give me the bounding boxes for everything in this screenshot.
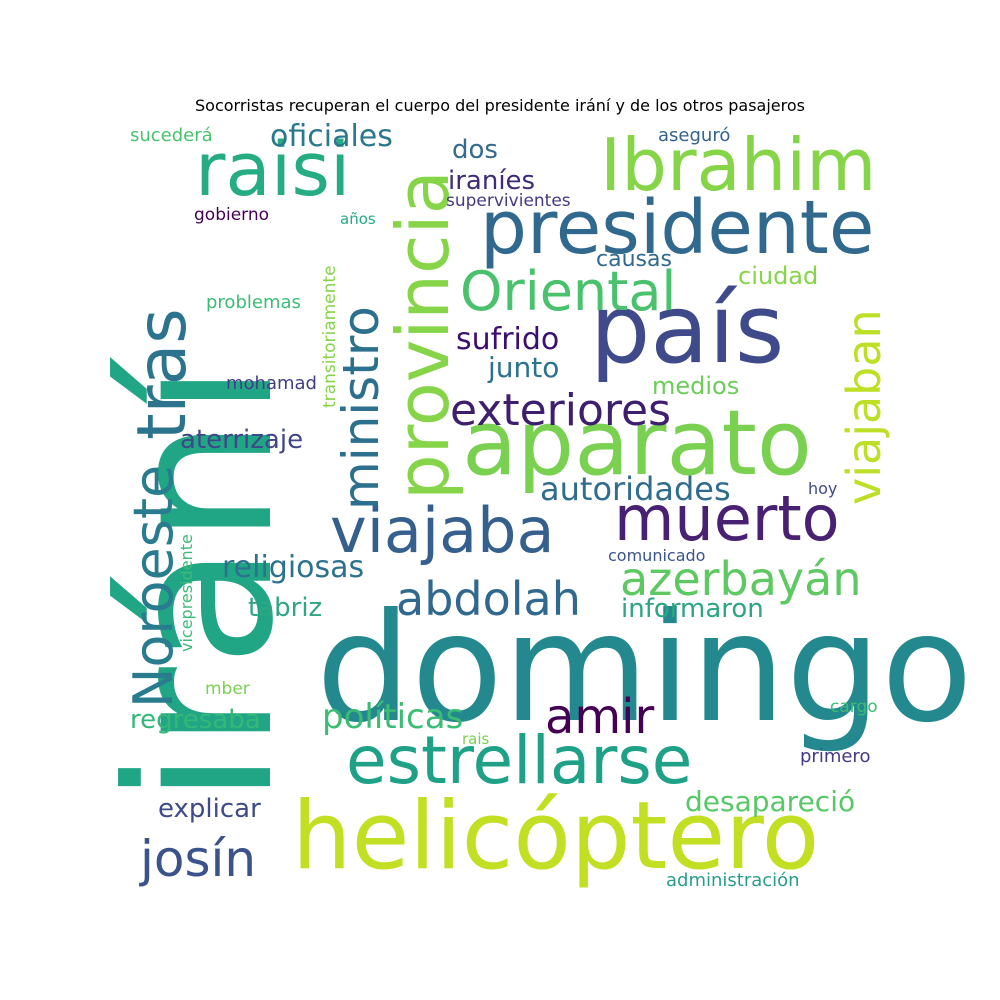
word-sufrido: sufrido	[456, 322, 559, 357]
word-medios: medios	[652, 372, 739, 400]
word-primero: primero	[800, 746, 870, 767]
word-domingo: domingo	[316, 582, 973, 756]
word-regresaba: regresaba	[130, 705, 261, 735]
word-estrellarse: estrellarse	[346, 722, 692, 799]
word-informaron: informaron	[621, 594, 764, 624]
word-tabriz: tabriz	[248, 593, 322, 623]
word-provincia: provincia	[381, 170, 465, 500]
word-muerto: muerto	[614, 482, 840, 555]
word-viajaban: viajaban	[837, 309, 891, 505]
word-sucedera: sucederá	[130, 125, 213, 146]
chart-title: Socorristas recuperan el cuerpo del pres…	[195, 96, 805, 115]
word-mohamad: mohamad	[226, 373, 317, 394]
word-viajaba: viajaba	[330, 494, 554, 567]
word-administracion: administración	[666, 870, 800, 891]
word-rais: rais	[462, 730, 490, 748]
word-problemas: problemas	[206, 292, 301, 313]
word-religiosas: religiosas	[222, 550, 364, 585]
word-ciudad: ciudad	[738, 262, 818, 290]
word-aterrizaje: aterrizaje	[180, 425, 303, 455]
word-dos: dos	[452, 135, 498, 165]
word-vicepresidente: vicepresidente	[177, 534, 196, 652]
word-exteriores: exteriores	[450, 385, 671, 436]
word-supervivientes: supervivientes	[446, 191, 571, 211]
word-noroeste: Noroeste	[122, 465, 185, 708]
word-autoridades: autoridades	[540, 470, 731, 508]
word-transitoriamente: transitoriamente	[320, 265, 340, 408]
word-mber: mber	[205, 679, 250, 699]
word-politicas: políticas	[322, 697, 463, 737]
word-amir: amir	[545, 689, 655, 745]
word-presidente: presidente	[480, 185, 874, 271]
word-junto: junto	[487, 351, 559, 384]
word-gobierno: gobierno	[194, 205, 269, 225]
word-tras: tras	[123, 308, 202, 440]
word-cargo: cargo	[830, 697, 878, 717]
word-aseguro: aseguró	[658, 125, 730, 146]
word-comunicado: comunicado	[608, 546, 705, 565]
word-helicoptero: helicóptero	[292, 782, 819, 891]
word-raisi: raisi	[195, 127, 350, 213]
word-azerbayan: azerbayán	[620, 552, 862, 606]
word-oriental: Oriental	[460, 260, 676, 323]
word-ministro: ministro	[332, 306, 390, 510]
word-josin: josín	[139, 830, 256, 888]
word-oficiales: oficiales	[270, 119, 393, 154]
word-aparato: aparato	[462, 391, 812, 496]
word-desaparecio: desapareció	[685, 785, 855, 818]
word-explicar: explicar	[158, 794, 261, 824]
word-anos: años	[340, 210, 376, 228]
word-causas: causas	[596, 247, 672, 272]
word-pais: país	[590, 275, 784, 385]
word-ibrahim: Ibrahim	[600, 123, 876, 207]
word-iranies: iraníes	[448, 166, 535, 196]
word-hoy: hoy	[808, 479, 837, 498]
word-irani: irání	[85, 357, 318, 805]
word-abdolah: abdolah	[396, 572, 581, 626]
